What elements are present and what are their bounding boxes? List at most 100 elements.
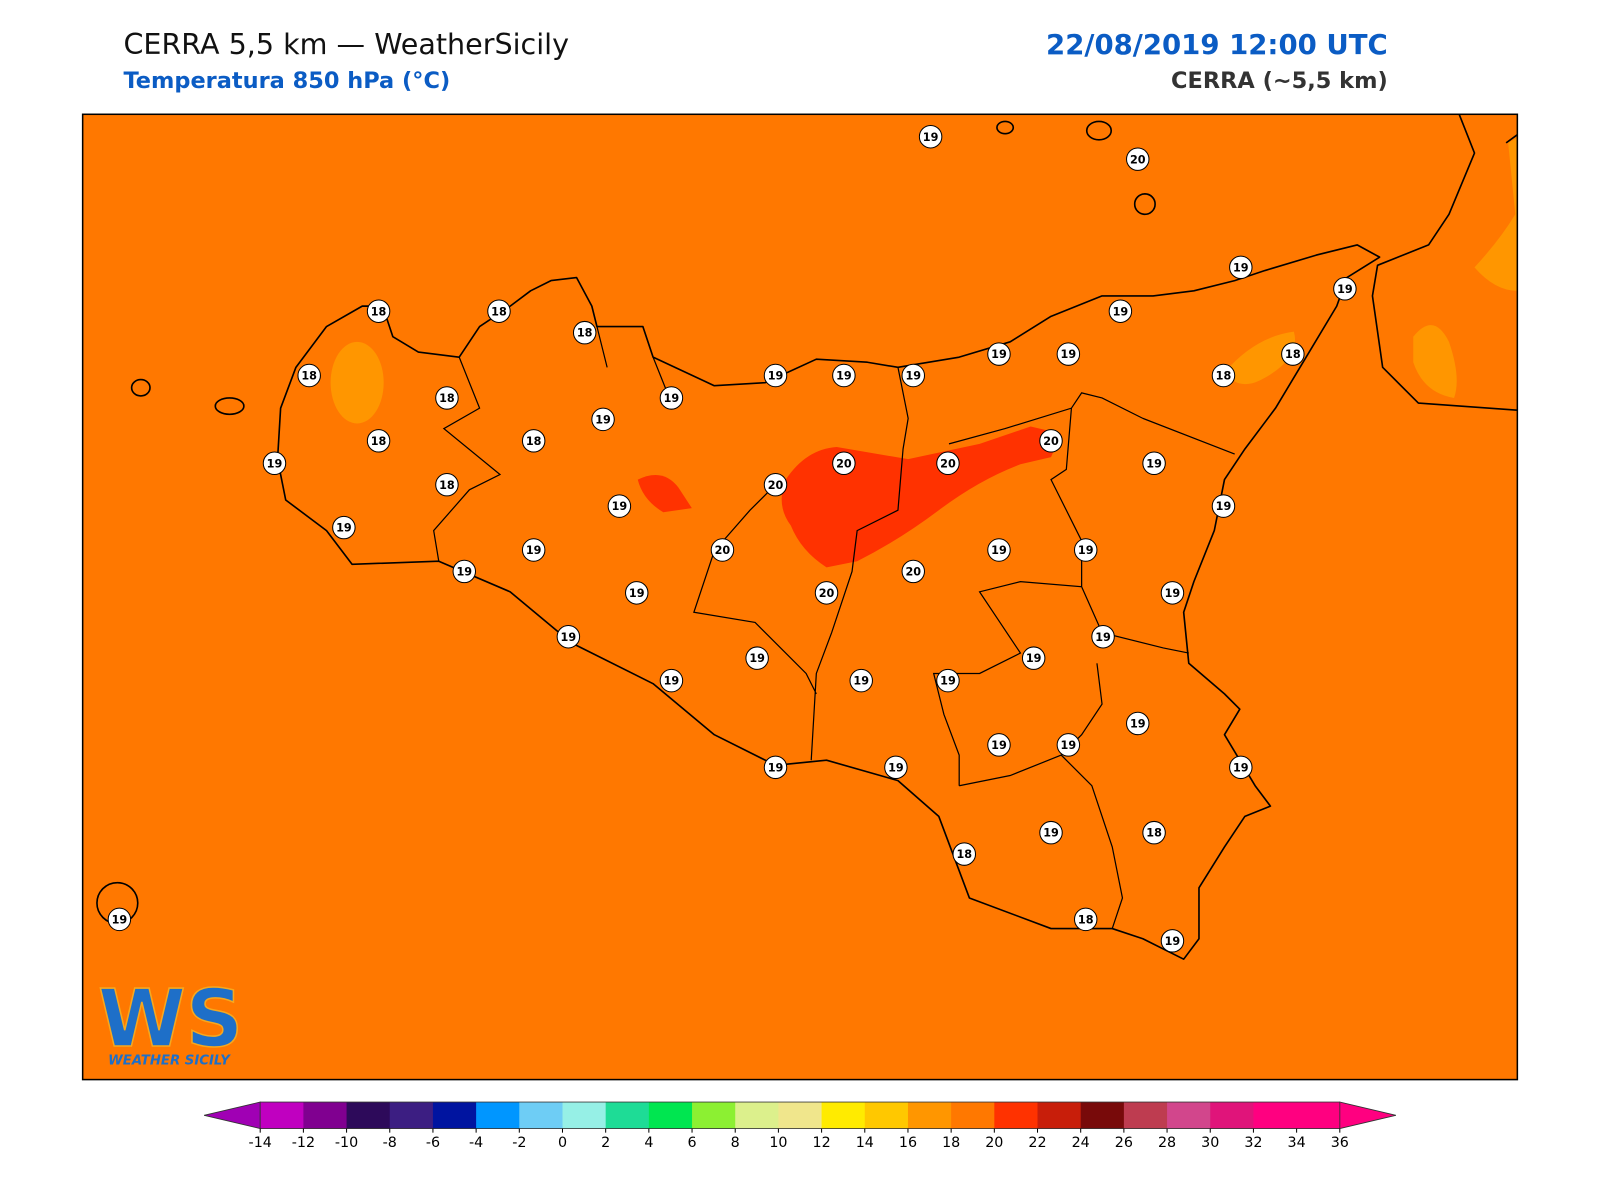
colorbar-tick-label: -12: [292, 1135, 315, 1151]
station-value: 19: [1233, 761, 1249, 774]
colorbar-tick-label: 0: [558, 1135, 567, 1151]
station-value: 19: [1061, 348, 1077, 361]
colorbar-segment: [821, 1102, 866, 1129]
station-marker: [625, 581, 649, 605]
station-marker: [1056, 733, 1081, 757]
station-marker: [366, 429, 391, 453]
station-marker: [1126, 711, 1150, 736]
colorbar-tick-label: -10: [335, 1135, 358, 1151]
station-marker: [901, 363, 925, 388]
colorbar-segment: [1296, 1102, 1341, 1129]
station-marker: [556, 625, 581, 649]
colorbar-segment: [692, 1102, 736, 1129]
station-value: 19: [1337, 283, 1353, 296]
colorbar-frame: [259, 1101, 1341, 1129]
station-value: 19: [1130, 718, 1146, 731]
station-marker: [435, 472, 459, 497]
colorbar-segment: [907, 1102, 952, 1129]
map: WS WEATHER SICILY 19 20 19 19 18 18 18 19 19 19 18…: [82, 114, 1518, 1080]
station-value: 19: [905, 370, 921, 383]
station-marker: [1091, 625, 1115, 649]
station-marker: [763, 755, 788, 780]
station-value: 18: [439, 479, 455, 492]
colorbar-tick-label: 28: [1158, 1135, 1176, 1151]
station-marker: [814, 581, 839, 605]
station-marker: [435, 386, 459, 410]
station-value: 18: [1285, 348, 1301, 361]
colorbar-tick-label: 34: [1288, 1135, 1306, 1151]
station-value: 19: [336, 522, 352, 535]
station-value: 19: [1165, 587, 1181, 600]
station-value: 20: [768, 479, 784, 492]
station-value: 19: [1216, 500, 1232, 513]
station-marker: [1056, 342, 1081, 366]
station-value: 19: [991, 348, 1007, 361]
station-marker: [659, 668, 684, 693]
station-marker: [1333, 277, 1357, 301]
sicily-coast: [276, 244, 1381, 961]
station-value: 18: [491, 305, 507, 318]
colorbar-segment: [1123, 1102, 1168, 1129]
station-value: 18: [301, 370, 317, 383]
colorbar-under: [203, 1101, 261, 1130]
station-marker: [1021, 646, 1046, 670]
station-marker: [952, 842, 977, 866]
colorbar-tick-label: 30: [1201, 1135, 1219, 1151]
station-value: 19: [1165, 935, 1181, 948]
colorbar-tick-label: 10: [769, 1135, 787, 1151]
station-marker: [572, 320, 597, 345]
station-value: 19: [836, 370, 852, 383]
colorbar-tick-label: 22: [1028, 1135, 1046, 1151]
colorbar-segment: [303, 1102, 348, 1129]
station-value: 18: [956, 848, 972, 861]
station-value: 19: [1078, 544, 1094, 557]
colorbar-tick-label: 12: [813, 1135, 831, 1151]
station-marker: [1211, 494, 1236, 518]
colorbar-segment: [389, 1102, 434, 1129]
station-marker: [936, 668, 960, 693]
station-value: 19: [664, 392, 680, 405]
station-marker: [1229, 255, 1253, 280]
island: [214, 397, 245, 416]
station-marker: [107, 907, 132, 932]
station-marker: [710, 538, 735, 562]
colorbar-segment: [994, 1102, 1039, 1129]
logo-mark: WS: [98, 972, 243, 1065]
station-marker: [763, 472, 788, 497]
station-value: 19: [1061, 739, 1077, 752]
station-marker: [1039, 820, 1063, 845]
island: [130, 378, 151, 397]
station-marker: [987, 538, 1011, 562]
logo-text: WEATHER SICILY: [108, 1053, 231, 1068]
station-marker: [832, 451, 856, 475]
colorbar-segment: [778, 1102, 823, 1129]
station-marker: [1229, 755, 1253, 780]
station-marker: [901, 559, 925, 584]
colorbar-segment: [648, 1102, 693, 1129]
station-value: 18: [1078, 913, 1094, 926]
colorbar-segment: [1253, 1102, 1298, 1129]
colorbar-segment: [432, 1102, 477, 1129]
colorbar-tick-label: 6: [688, 1135, 697, 1151]
island: [996, 120, 1015, 135]
station-marker: [607, 494, 632, 518]
station-value: 19: [1113, 305, 1129, 318]
colorbar-segment: [1080, 1102, 1125, 1129]
colorbar-tick-label: 26: [1115, 1135, 1133, 1151]
colorbar-segment: [562, 1102, 607, 1129]
station-value: 18: [371, 435, 387, 448]
island: [1133, 193, 1156, 216]
colorbar-segment: [735, 1102, 779, 1129]
calabria-coast: [1371, 114, 1518, 412]
field-patch: [1224, 331, 1296, 385]
colorbar-tick-label: -4: [469, 1135, 483, 1151]
station-value: 19: [768, 370, 784, 383]
colorbar-tick-label: 18: [942, 1135, 960, 1151]
station-value: 19: [749, 652, 765, 665]
station-marker: [262, 451, 287, 475]
colorbar-segment: [1037, 1102, 1082, 1129]
station-value: 19: [923, 131, 939, 144]
station-value: 19: [612, 500, 628, 513]
